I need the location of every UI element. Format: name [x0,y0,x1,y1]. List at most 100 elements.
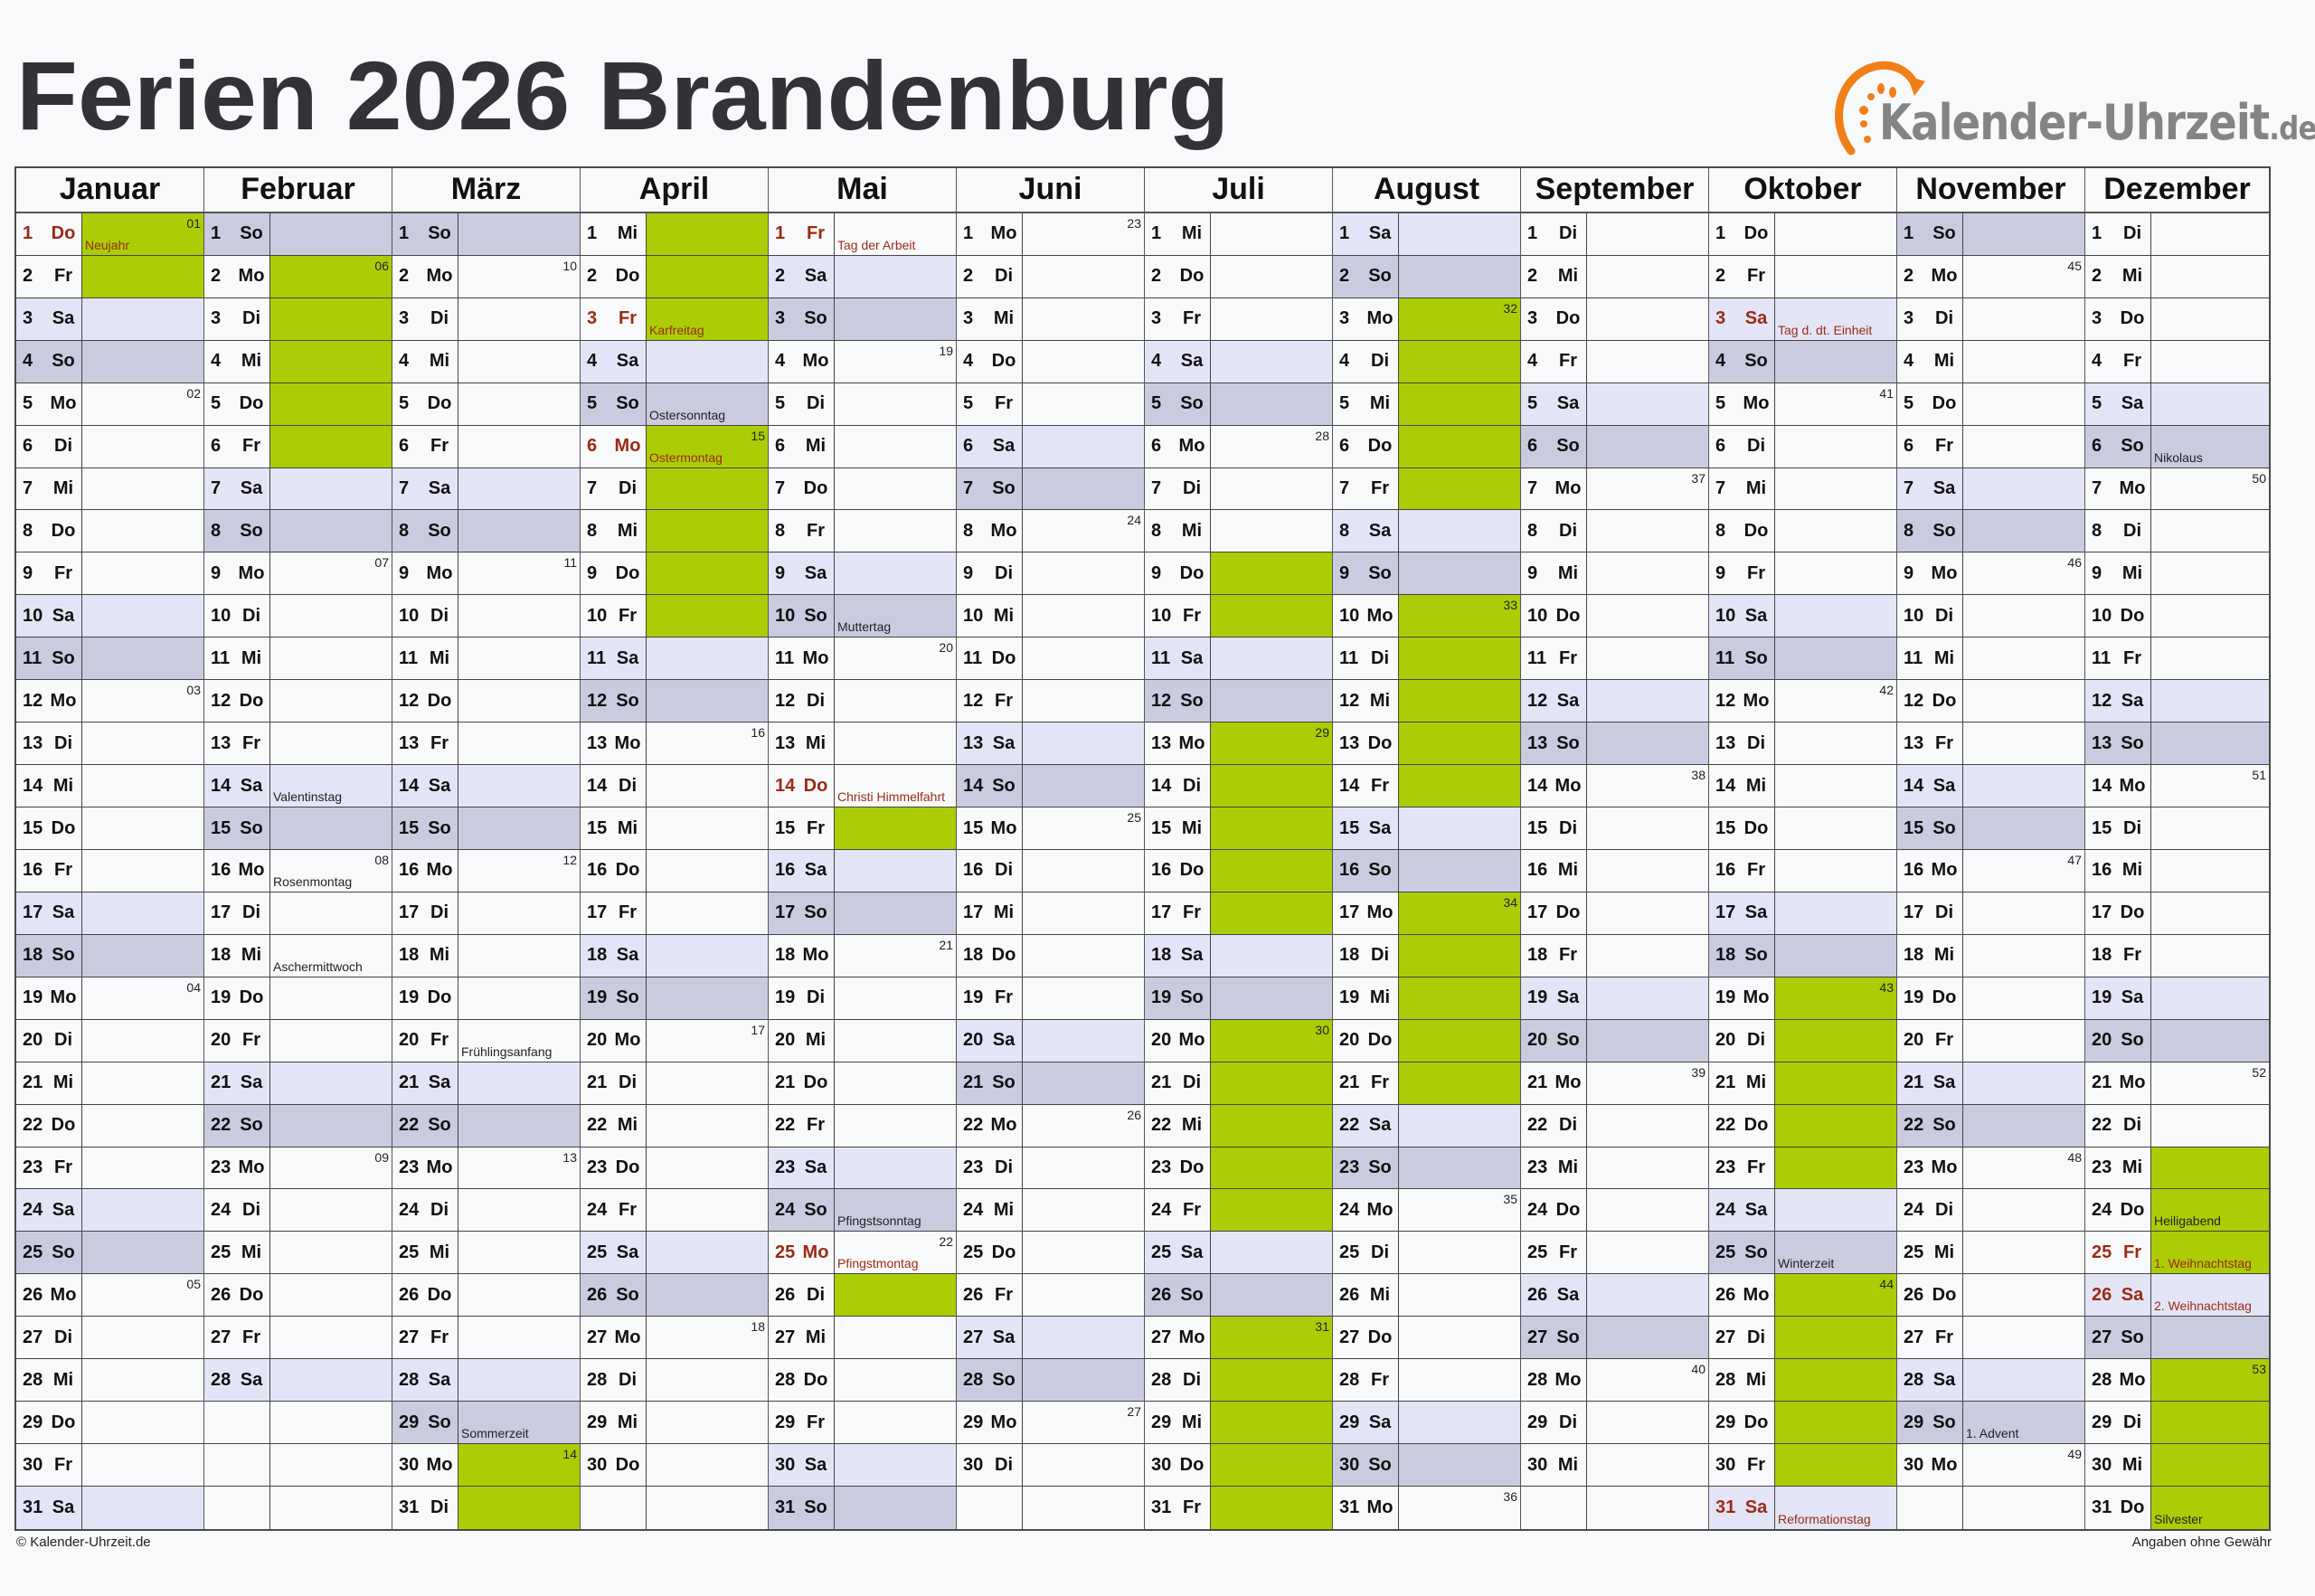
day-number: 17 [399,902,420,923]
weekday: Do [1367,732,1393,753]
day-cell: 10 Do [1521,595,1587,637]
month-column: Juli 1 Mi 2 Do 3 Fr 4 Sa 5 So 6 Mo 28 7 Di 8 Mi 9 Do 10 Fr 11 S… [1145,168,1333,1529]
note-cell [1211,637,1332,680]
day-row: 29 Di [1521,1402,1708,1445]
day-row: 1 Mo 23 [957,212,1144,256]
day-row: 20 Mo 30 [1145,1019,1332,1062]
day-cell [204,1402,270,1444]
day-number: 24 [1339,1199,1360,1220]
weekday: Sa [804,860,827,881]
day-number: 29 [1715,1412,1736,1432]
day-cell: 8 So [1897,510,1963,552]
note-cell [1775,1189,1896,1232]
day-row: 21 So [957,1062,1144,1105]
day-row: 22 Sa [1333,1104,1520,1147]
day-row: 9 Mi [1521,552,1708,596]
day-cell: 12 Do [204,680,270,722]
weekday: Do [1555,308,1581,329]
day-cell: 2 Do [1145,255,1211,297]
day-cell: 14 Mi [16,765,82,807]
day-number: 24 [587,1199,608,1220]
note-cell [1963,977,2084,1019]
day-number: 12 [1904,690,1924,711]
day-cell: 13 Fr [204,722,270,765]
note-cell [1775,850,1896,892]
day-number: 19 [1527,987,1548,1008]
day-number: 26 [23,1284,43,1305]
note-cell: 41 [1775,383,1896,425]
day-cell: 1 Fr [769,212,835,255]
day-number: 13 [963,732,984,753]
day-number: 21 [399,1072,420,1093]
note-cell [647,510,768,552]
weekday: Do [2120,1199,2145,1220]
day-row: 17 Mo 34 [1333,892,1520,935]
day-row: 8 Mi [581,510,768,553]
weekday: Fr [430,1030,449,1051]
day-row: 7 So [957,467,1144,511]
day-cell: 4 Mo [769,340,835,382]
day-number: 5 [23,393,33,414]
note-cell [2151,722,2269,765]
day-row: 6 Di [1709,425,1896,468]
day-row: 22 Do [16,1104,203,1147]
weekday: Mo [2119,1072,2146,1093]
day-number: 6 [1904,436,1914,457]
weekday: Mi [2121,1157,2143,1178]
day-cell: 31 So [769,1487,835,1529]
note-cell [1963,637,2084,679]
day-number: 18 [963,945,984,966]
weekday: Di [242,902,260,923]
day-number: 18 [587,945,608,966]
day-row: 31 Mo 36 [1333,1487,1520,1529]
note-cell [1775,807,1896,849]
day-row: 21 Mi [16,1062,203,1105]
day-cell: 11 Do [957,637,1023,680]
note-cell [458,212,580,255]
week-number: 40 [1691,1362,1706,1377]
day-cell: 7 Sa [392,467,458,510]
day-row: 27 So [1521,1317,1708,1360]
day-row: 30 So [1333,1444,1520,1487]
day-row: 22 Mi [581,1104,768,1147]
logo[interactable]: Kalender-Uhrzeit.de [1831,56,2315,156]
note-cell [1963,935,2084,977]
day-cell: 26 Do [1897,1274,1963,1317]
day-cell: 14 Sa [1897,765,1963,807]
week-number: 38 [1691,768,1706,783]
day-number: 22 [587,1115,608,1136]
note-cell [2151,1147,2269,1189]
week-number: 45 [2067,258,2082,273]
day-row: 31 So [769,1487,956,1529]
note-cell [1399,467,1520,510]
day-row: 8 So [392,510,580,553]
day-row: 15 Do [1709,807,1896,850]
note-cell [1399,934,1520,977]
day-cell: 12 Sa [1521,680,1587,722]
note-cell [1399,765,1520,807]
day-row: 6 Mo 15 Ostermontag [581,425,768,468]
day-cell: 30 Mi [2085,1444,2151,1487]
day-number: 7 [775,478,786,499]
day-row: 17 Sa [1709,892,1896,935]
day-number: 17 [1715,902,1736,923]
note-cell [1211,595,1332,637]
day-number: 18 [1151,945,1172,966]
day-cell: 6 Mi [769,425,835,467]
day-row: 22 Mi [1145,1104,1332,1147]
day-row: 13 Mo 29 [1145,722,1332,766]
note-cell [1399,1274,1520,1316]
weekday: So [1744,647,1768,668]
day-number: 19 [1904,987,1924,1008]
note-cell [270,1062,392,1104]
day-row: 4 So [16,340,203,383]
day-number: 5 [1715,393,1726,414]
note-cell [1587,341,1708,382]
day-row: 24 So Pfingstsonntag [769,1189,956,1232]
day-cell: 11 Di [1333,637,1399,680]
day-number: 6 [2092,436,2102,457]
day-row: 26 Mo 44 [1709,1274,1896,1317]
day-cell: 10 Sa [16,595,82,637]
day-row: 1 So [204,212,392,256]
note-cell [1023,1232,1144,1273]
